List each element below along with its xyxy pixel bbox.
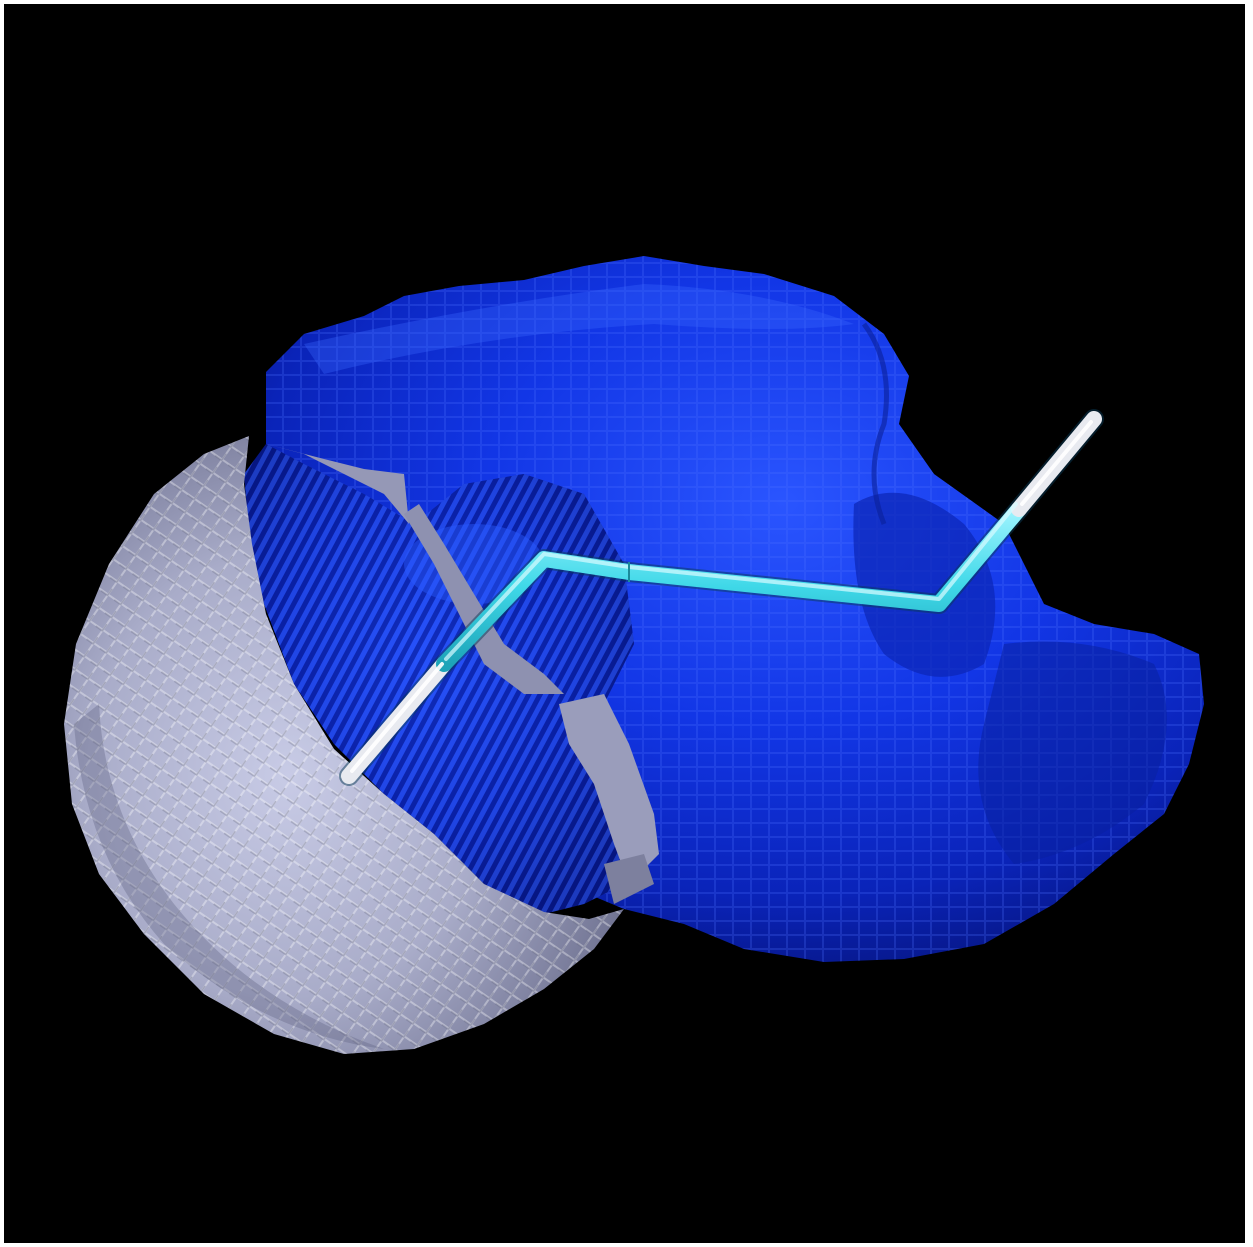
blue-molecular-surface <box>266 256 1204 962</box>
render-viewport <box>4 4 1245 1243</box>
ligand-chain <box>339 409 1104 786</box>
gray-clipped-surface <box>64 436 659 1054</box>
molecular-scene <box>64 256 1204 1054</box>
